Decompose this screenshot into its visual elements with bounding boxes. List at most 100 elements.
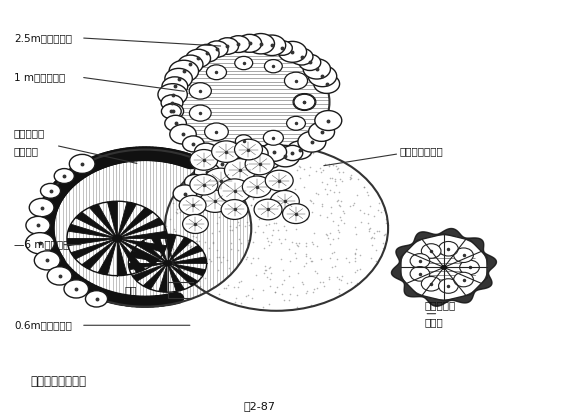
Circle shape xyxy=(41,184,60,198)
Circle shape xyxy=(36,234,56,249)
Circle shape xyxy=(80,282,96,295)
Point xyxy=(334,228,343,235)
Point xyxy=(297,216,306,222)
Circle shape xyxy=(315,111,342,130)
Point xyxy=(222,274,231,281)
Point xyxy=(242,253,251,260)
Point xyxy=(179,239,188,246)
Point xyxy=(329,236,338,243)
Point xyxy=(271,289,280,296)
Point xyxy=(323,214,332,220)
Circle shape xyxy=(224,147,252,168)
Point xyxy=(333,166,342,173)
Point xyxy=(296,175,305,181)
Wedge shape xyxy=(143,263,168,290)
Point xyxy=(195,208,204,215)
Point xyxy=(302,216,311,222)
Circle shape xyxy=(34,220,55,235)
Point xyxy=(225,265,234,272)
Point xyxy=(213,253,222,260)
Wedge shape xyxy=(68,224,117,238)
Point xyxy=(206,258,215,264)
Circle shape xyxy=(262,143,287,161)
Circle shape xyxy=(144,147,164,161)
Point xyxy=(290,200,299,207)
Point xyxy=(334,222,343,228)
Circle shape xyxy=(122,147,142,162)
Point xyxy=(189,233,198,240)
Point xyxy=(346,278,355,285)
Point xyxy=(328,175,337,181)
Point xyxy=(196,166,205,173)
Point xyxy=(331,181,340,188)
Point xyxy=(334,168,343,175)
Point xyxy=(217,259,226,265)
Point xyxy=(226,198,235,204)
Point xyxy=(293,243,302,249)
Point xyxy=(214,167,223,173)
Point xyxy=(182,187,191,194)
Circle shape xyxy=(204,168,237,193)
Point xyxy=(367,233,376,240)
Point xyxy=(230,284,239,290)
Circle shape xyxy=(36,211,56,226)
Point xyxy=(192,216,201,222)
Point xyxy=(326,230,335,237)
Point xyxy=(169,246,178,253)
Point xyxy=(309,150,318,156)
Circle shape xyxy=(190,150,218,170)
Wedge shape xyxy=(151,235,168,263)
Wedge shape xyxy=(129,251,168,263)
Point xyxy=(302,251,311,257)
Point xyxy=(352,266,362,273)
Point xyxy=(290,250,299,257)
Point xyxy=(235,279,244,285)
Point xyxy=(324,276,333,282)
Point xyxy=(326,186,335,193)
Point xyxy=(193,171,202,178)
Circle shape xyxy=(309,66,337,87)
Wedge shape xyxy=(76,212,117,238)
Point xyxy=(309,289,318,296)
Point xyxy=(226,240,235,247)
Point xyxy=(350,251,359,258)
Circle shape xyxy=(34,218,55,233)
Circle shape xyxy=(181,154,201,169)
Point xyxy=(315,279,324,285)
Point xyxy=(191,212,200,219)
Circle shape xyxy=(36,208,56,223)
Point xyxy=(299,166,308,172)
Point xyxy=(372,247,381,253)
Point xyxy=(202,221,211,228)
Point xyxy=(265,276,274,283)
Point xyxy=(334,226,343,233)
Point xyxy=(272,220,281,226)
Point xyxy=(265,300,274,307)
Point xyxy=(233,246,242,253)
Point xyxy=(329,249,338,256)
Point xyxy=(237,240,246,247)
Circle shape xyxy=(165,68,192,89)
Text: 2.5m高落叶灌木: 2.5m高落叶灌木 xyxy=(14,33,72,43)
Point xyxy=(215,291,224,298)
Circle shape xyxy=(410,253,430,268)
Point xyxy=(197,266,206,272)
Circle shape xyxy=(105,292,122,304)
Point xyxy=(228,155,237,162)
Point xyxy=(337,178,346,184)
Point xyxy=(317,200,326,207)
Point xyxy=(296,164,305,171)
Point xyxy=(230,299,239,306)
Circle shape xyxy=(38,239,58,254)
Point xyxy=(346,176,355,182)
Circle shape xyxy=(243,154,264,170)
Point xyxy=(288,283,297,290)
Point xyxy=(182,187,191,194)
Point xyxy=(346,174,355,181)
Point xyxy=(301,252,310,259)
Circle shape xyxy=(141,146,161,161)
Point xyxy=(228,216,237,223)
Circle shape xyxy=(265,59,283,73)
Point xyxy=(284,175,293,181)
Point xyxy=(373,207,382,213)
